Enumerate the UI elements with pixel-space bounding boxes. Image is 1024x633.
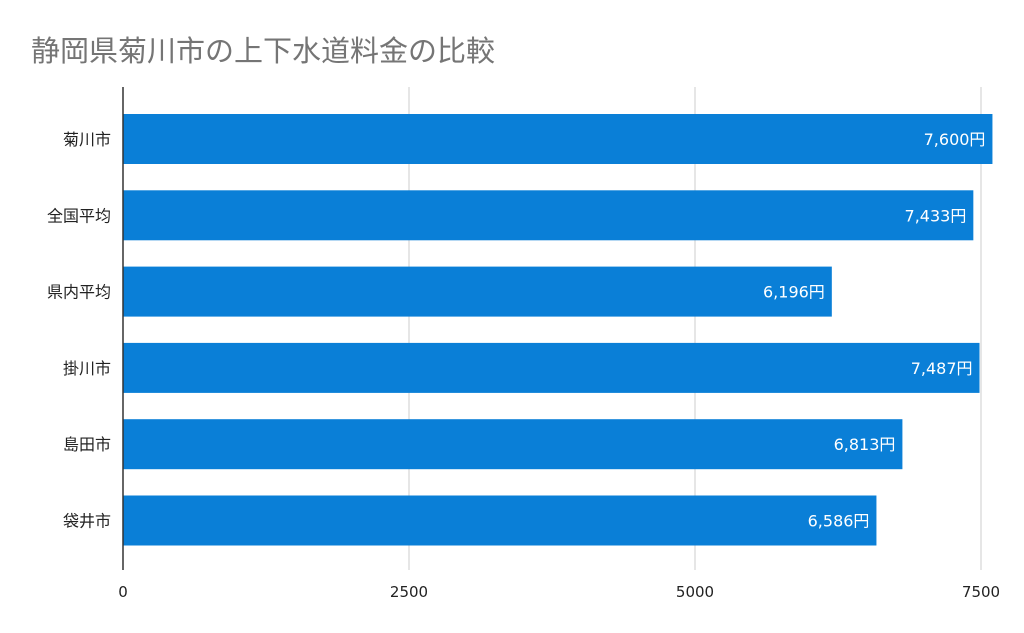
data-label: 7,487円 — [911, 359, 973, 378]
x-tick-label: 0 — [118, 583, 128, 601]
category-label: 全国平均 — [47, 206, 111, 225]
bar — [123, 190, 974, 241]
chart-title: 静岡県菊川市の上下水道料金の比較 — [31, 34, 496, 68]
category-label: 掛川市 — [63, 359, 111, 378]
x-tick-label: 7500 — [962, 583, 1000, 601]
bar — [123, 495, 877, 546]
bar — [123, 266, 832, 317]
bar — [123, 114, 993, 164]
bar — [123, 342, 980, 393]
category-label: 島田市 — [63, 435, 111, 454]
category-label: 県内平均 — [47, 283, 111, 302]
data-label: 7,600円 — [924, 130, 986, 149]
x-tick-label: 2500 — [390, 583, 428, 601]
data-label: 7,433円 — [905, 206, 967, 225]
data-label: 6,586円 — [808, 512, 870, 531]
category-label: 袋井市 — [63, 512, 111, 531]
x-tick-label: 5000 — [676, 583, 714, 601]
category-label: 菊川市 — [63, 130, 111, 149]
data-label: 6,813円 — [834, 435, 896, 454]
data-label: 6,196円 — [763, 283, 825, 302]
bar — [123, 419, 903, 470]
